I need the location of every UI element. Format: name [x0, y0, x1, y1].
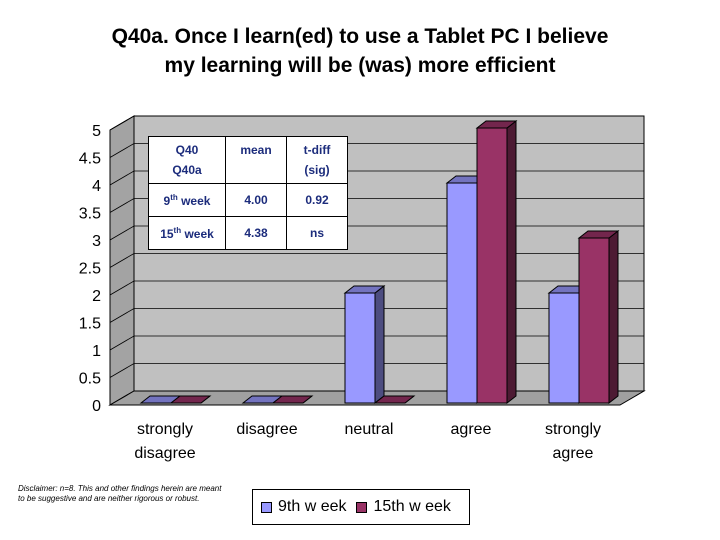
- x-category-label: agree: [451, 421, 492, 438]
- stats-header-mean: mean: [225, 136, 287, 184]
- y-tick-label: 4.5: [79, 151, 101, 168]
- legend-swatch-15th-week: [356, 501, 368, 513]
- gridline: [109, 143, 644, 158]
- stats-row-15th-week: 15th week 4.38 ns: [148, 216, 348, 250]
- stats-mean-cell: 4.38: [225, 216, 287, 250]
- x-category-label: strongly: [545, 421, 601, 438]
- bar-top: [373, 395, 416, 404]
- x-category-label: disagree: [236, 421, 297, 438]
- stats-tdiff-cell: ns: [286, 216, 348, 250]
- stats-week-word: week: [177, 193, 211, 208]
- chart-legend: 9th w eek 15th w eek: [252, 489, 470, 525]
- y-tick-label: 4: [92, 178, 101, 195]
- bar-top: [475, 120, 518, 129]
- stats-tdiff-cell: 0.92: [286, 183, 348, 217]
- stats-week-cell: 9th week: [148, 183, 226, 217]
- stats-header-row: Q40 Q40a mean t-diff (sig): [148, 136, 348, 184]
- y-tick-label: 0.5: [79, 371, 101, 388]
- bar-side: [608, 229, 619, 405]
- stats-week-num: 9: [163, 193, 171, 208]
- stats-header-tdiff-line2: (sig): [304, 163, 330, 177]
- stats-header-question: Q40 Q40a: [148, 136, 226, 184]
- stats-row-9th-week: 9th week 4.00 0.92: [148, 183, 348, 217]
- stats-header-q40: Q40: [175, 143, 199, 157]
- gridline: [109, 115, 644, 131]
- y-tick-label: 2.5: [79, 261, 101, 278]
- bar-9th-week: [446, 182, 478, 404]
- stats-week-num: 15: [160, 226, 174, 241]
- legend-label-9th-week: 9th w eek: [278, 498, 347, 515]
- stats-week-sup: th: [170, 192, 178, 202]
- stats-header-tdiff-line1: t-diff: [303, 143, 331, 157]
- x-category-label: strongly: [137, 421, 193, 438]
- y-tick-label: 0: [92, 398, 101, 415]
- stats-header-tdiff: t-diff (sig): [286, 136, 348, 184]
- bar-9th-week: [344, 292, 376, 404]
- bar-side: [506, 119, 517, 405]
- y-tick-label: 1: [92, 343, 101, 360]
- gridline: [109, 170, 644, 186]
- y-tick-label: 1.5: [79, 316, 101, 333]
- legend-item-9th-week: 9th w eek: [261, 498, 346, 516]
- stats-week-sup: th: [173, 225, 182, 235]
- stats-mean-cell: 4.00: [225, 183, 287, 217]
- chart-title-line-2: my learning will be (was) more efficient: [164, 54, 556, 77]
- stats-table: Q40 Q40a mean t-diff (sig) 9th week 4.00…: [148, 136, 348, 250]
- y-tick-label: 3: [92, 233, 101, 250]
- bar-top: [169, 395, 212, 404]
- x-category-label: disagree: [134, 445, 195, 462]
- stats-header-q40a: Q40a: [172, 163, 202, 177]
- bar-15th-week: [578, 237, 610, 404]
- bar-top: [271, 395, 314, 404]
- y-tick-label: 2: [92, 288, 101, 305]
- bar-top: [577, 230, 620, 239]
- chart-title-line-1: Q40a. Once I learn(ed) to use a Tablet P…: [111, 25, 609, 48]
- legend-swatch-9th-week: [261, 501, 272, 513]
- chart-title: Q40a. Once I learn(ed) to use a Tablet P…: [0, 22, 720, 80]
- x-category-label: agree: [553, 445, 594, 462]
- stats-week-cell: 15th week: [148, 216, 226, 250]
- y-tick-label: 3.5: [79, 206, 101, 223]
- stats-week-word: week: [181, 226, 214, 241]
- y-tick-label: 5: [92, 123, 101, 140]
- disclaimer-text: Disclaimer: n=8. This and other findings…: [18, 484, 222, 503]
- bar-side: [374, 284, 385, 405]
- legend-label-15th-week: 15th w eek: [373, 498, 451, 515]
- bar-9th-week: [548, 292, 580, 404]
- x-category-label: neutral: [345, 421, 394, 438]
- bar-15th-week: [476, 127, 508, 404]
- legend-item-15th-week: 15th w eek: [356, 498, 451, 516]
- bar-top: [343, 285, 386, 294]
